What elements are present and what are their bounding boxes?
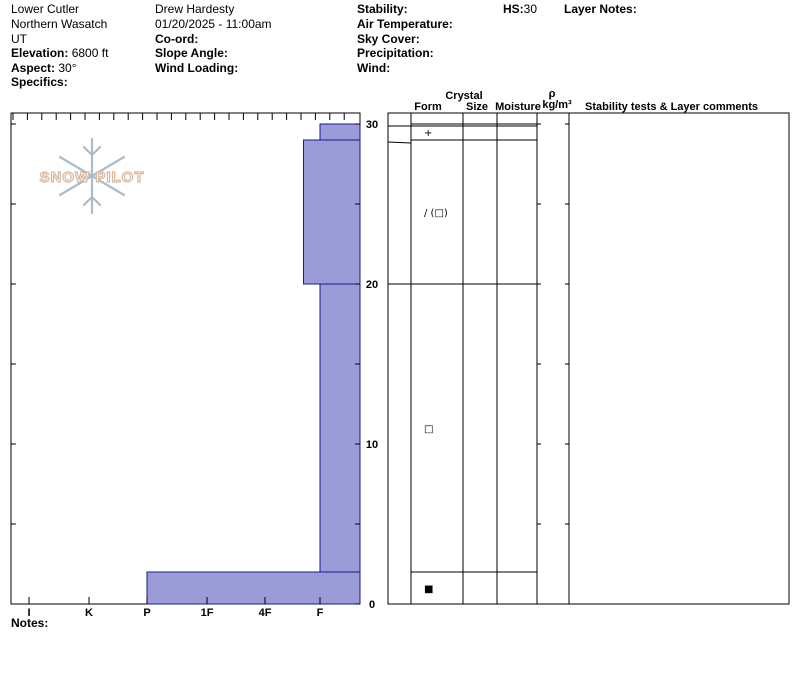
air-temperature-label: Air Temperature: [357,17,453,31]
hardness-bar [303,139,361,285]
table-right-ticks [565,123,569,605]
aspect-label: Aspect: [11,61,56,75]
header-size: Size [466,101,488,113]
top-ticks [12,113,345,120]
table-left-ticks [537,123,541,605]
elevation-field: Elevation: 6800 ft [11,46,108,60]
hardness-tick-label: F [317,607,324,619]
aspect-field: Aspect: 30° [11,61,77,75]
precipitation-label: Precipitation: [357,46,434,60]
hardness-tick-label: I [27,607,30,619]
location-name: Lower Cutler [11,2,80,16]
depth-axis: 0 10 20 30 [11,119,378,611]
grain-form-symbol: ■ [424,584,433,595]
layer-notes-label: Layer Notes: [564,2,637,16]
header-comments: Stability tests & Layer comments [585,101,758,113]
logo-text: SNOW PILOT [40,169,145,186]
hardness-bar [319,123,361,141]
hardness-tick-label: P [143,607,150,619]
stability-label: Stability: [357,2,408,16]
hardness-bar [319,283,361,573]
header-moisture: Moisture [495,101,541,113]
elevation-value: 6800 ft [71,46,109,60]
hs-value: 30 [523,2,538,16]
crystal-table: + / (□) □ ■ [387,112,790,605]
elevation-label: Elevation: [11,46,69,60]
aspect-value: 30° [58,61,77,75]
wind-label: Wind: [357,61,391,75]
wind-loading-label: Wind Loading: [155,61,239,75]
hs-field: HS:30 [503,2,537,16]
connector-line [387,141,412,144]
hardness-tick-label: 4F [259,607,272,619]
grain-form-symbol: + [424,128,432,139]
grain-form-symbol: / (□) [424,208,448,219]
grain-form-symbols: + / (□) □ ■ [424,128,448,595]
header-rho: ρ [549,88,556,100]
notes-label: Notes: [11,616,49,630]
snowpilot-logo: SNOW PILOT [39,137,145,215]
grain-form-symbol: □ [424,424,433,435]
slope-angle-label: Slope Angle: [155,46,228,60]
layer-rows [387,123,537,573]
observation-datetime: 01/20/2025 - 11:00am [155,17,272,31]
depth-tick-label: 20 [366,279,378,291]
depth-tick-label: 30 [366,119,378,131]
depth-tick-label: 10 [366,439,378,451]
hardness-axis: I K P 1F 4F F [27,597,324,619]
hardness-tick-label: K [85,607,93,619]
snowflake-icon [58,137,126,215]
specifics-label: Specifics: [11,75,68,89]
coord-label: Co-ord: [155,32,199,46]
state-name: UT [11,32,27,46]
hardness-bar [146,571,361,605]
observer-name: Drew Hardesty [155,2,235,16]
sky-cover-label: Sky Cover: [357,32,420,46]
hs-label: HS: [503,2,524,16]
header-crystal: Crystal [445,90,482,102]
hardness-tick-label: 1F [201,607,214,619]
table-frame [387,112,790,605]
header-density-unit: kg/m³ [542,99,572,111]
range-name: Northern Wasatch [11,17,108,31]
depth-tick-label: 0 [369,599,375,611]
header-form: Form [414,101,442,113]
hardness-bars [146,123,361,605]
